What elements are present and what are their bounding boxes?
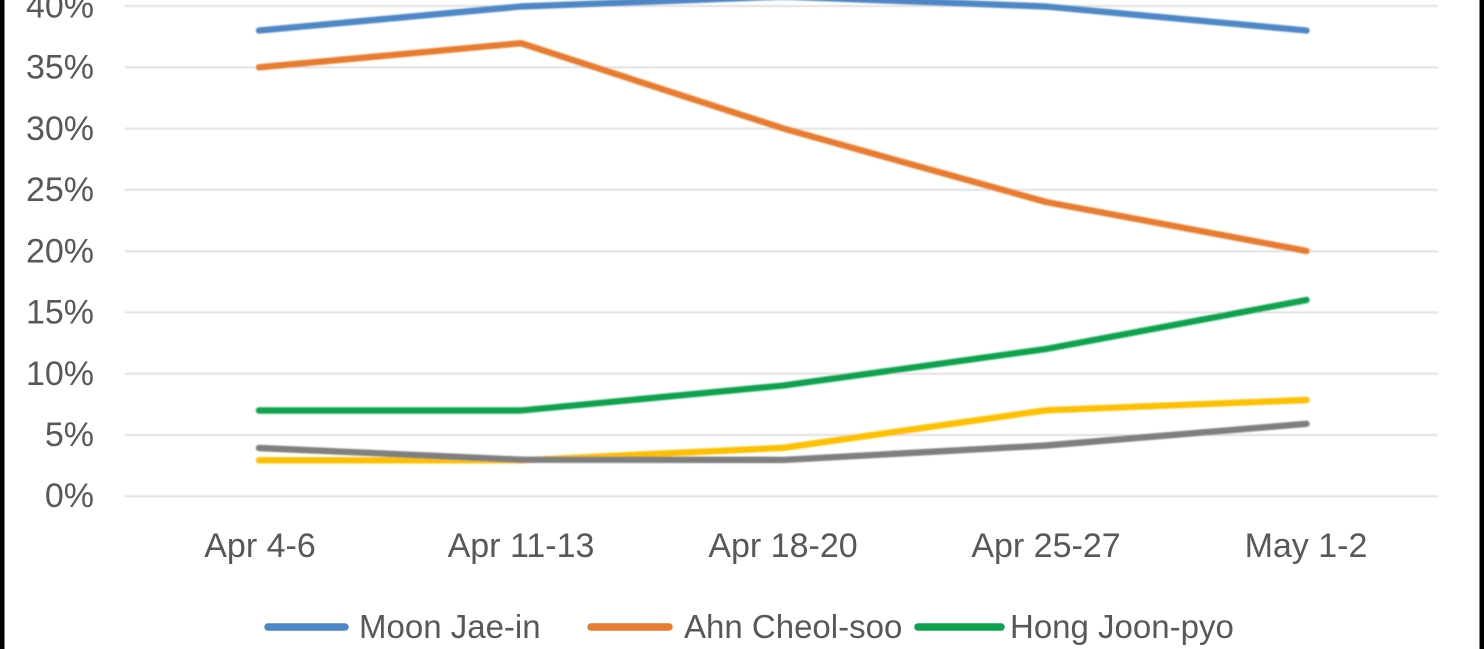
svg-text:15%: 15% (26, 294, 94, 332)
svg-text:35%: 35% (26, 49, 94, 87)
svg-text:May 1-2: May 1-2 (1245, 527, 1368, 565)
svg-text:25%: 25% (26, 171, 94, 209)
svg-text:Apr 25-27: Apr 25-27 (971, 527, 1120, 565)
svg-text:10%: 10% (26, 355, 94, 393)
svg-text:0%: 0% (45, 477, 94, 515)
svg-text:Hong Joon-pyo: Hong Joon-pyo (1010, 608, 1234, 645)
svg-text:Ahn Cheol-soo: Ahn Cheol-soo (684, 608, 902, 645)
svg-text:Apr 18-20: Apr 18-20 (708, 527, 857, 565)
svg-text:Apr 11-13: Apr 11-13 (448, 527, 595, 565)
svg-text:5%: 5% (45, 416, 94, 454)
svg-text:20%: 20% (26, 233, 94, 271)
svg-text:Apr 4-6: Apr 4-6 (204, 527, 316, 565)
svg-text:40%: 40% (26, 0, 94, 26)
svg-text:30%: 30% (26, 110, 94, 148)
svg-text:Moon Jae-in: Moon Jae-in (359, 608, 541, 645)
